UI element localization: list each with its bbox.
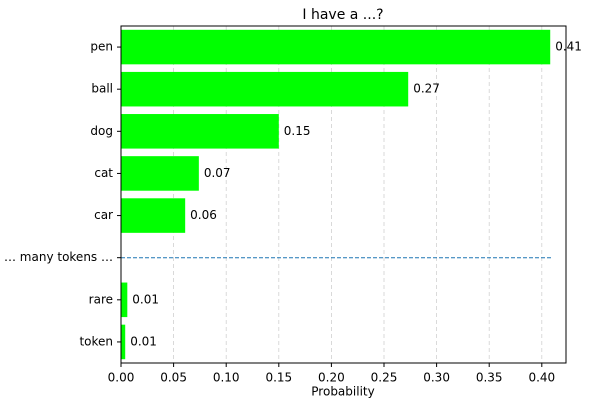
x-tick-label: 0.40 xyxy=(528,371,555,385)
value-label: 0.41 xyxy=(555,40,582,54)
x-tick-label: 0.25 xyxy=(371,371,398,385)
y-tick-label: pen xyxy=(90,40,113,54)
y-tick-label: cat xyxy=(94,166,113,180)
value-label: 0.01 xyxy=(130,334,157,348)
x-tick-label: 0.00 xyxy=(108,371,135,385)
bar xyxy=(121,198,186,233)
value-label: 0.06 xyxy=(190,208,217,222)
y-tick-label: … many tokens … xyxy=(4,250,113,264)
bar xyxy=(121,114,279,149)
x-axis-label: Probability xyxy=(311,385,374,399)
x-tick-label: 0.30 xyxy=(423,371,450,385)
bar xyxy=(121,71,409,107)
chart-title: I have a ...? xyxy=(302,7,383,23)
bar xyxy=(121,324,126,360)
bar xyxy=(121,282,128,318)
value-label: 0.15 xyxy=(284,124,311,138)
x-tick-label: 0.05 xyxy=(160,371,187,385)
x-tick-label: 0.15 xyxy=(265,371,292,385)
x-tick-label: 0.35 xyxy=(476,371,503,385)
bar xyxy=(121,29,551,65)
bar xyxy=(121,156,199,191)
x-tick-label: 0.10 xyxy=(213,371,240,385)
y-tick-label: dog xyxy=(90,124,113,138)
plot-frame xyxy=(120,25,567,364)
y-tick-label: token xyxy=(79,334,113,348)
y-tick-label: car xyxy=(94,208,113,222)
value-label: 0.27 xyxy=(413,82,440,96)
y-tick-label: rare xyxy=(89,292,113,306)
y-tick-label: ball xyxy=(91,82,113,96)
x-tick-label: 0.20 xyxy=(318,371,345,385)
value-label: 0.07 xyxy=(204,166,231,180)
value-label: 0.01 xyxy=(132,292,159,306)
